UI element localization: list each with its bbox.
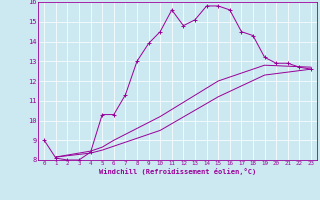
X-axis label: Windchill (Refroidissement éolien,°C): Windchill (Refroidissement éolien,°C) bbox=[99, 168, 256, 175]
